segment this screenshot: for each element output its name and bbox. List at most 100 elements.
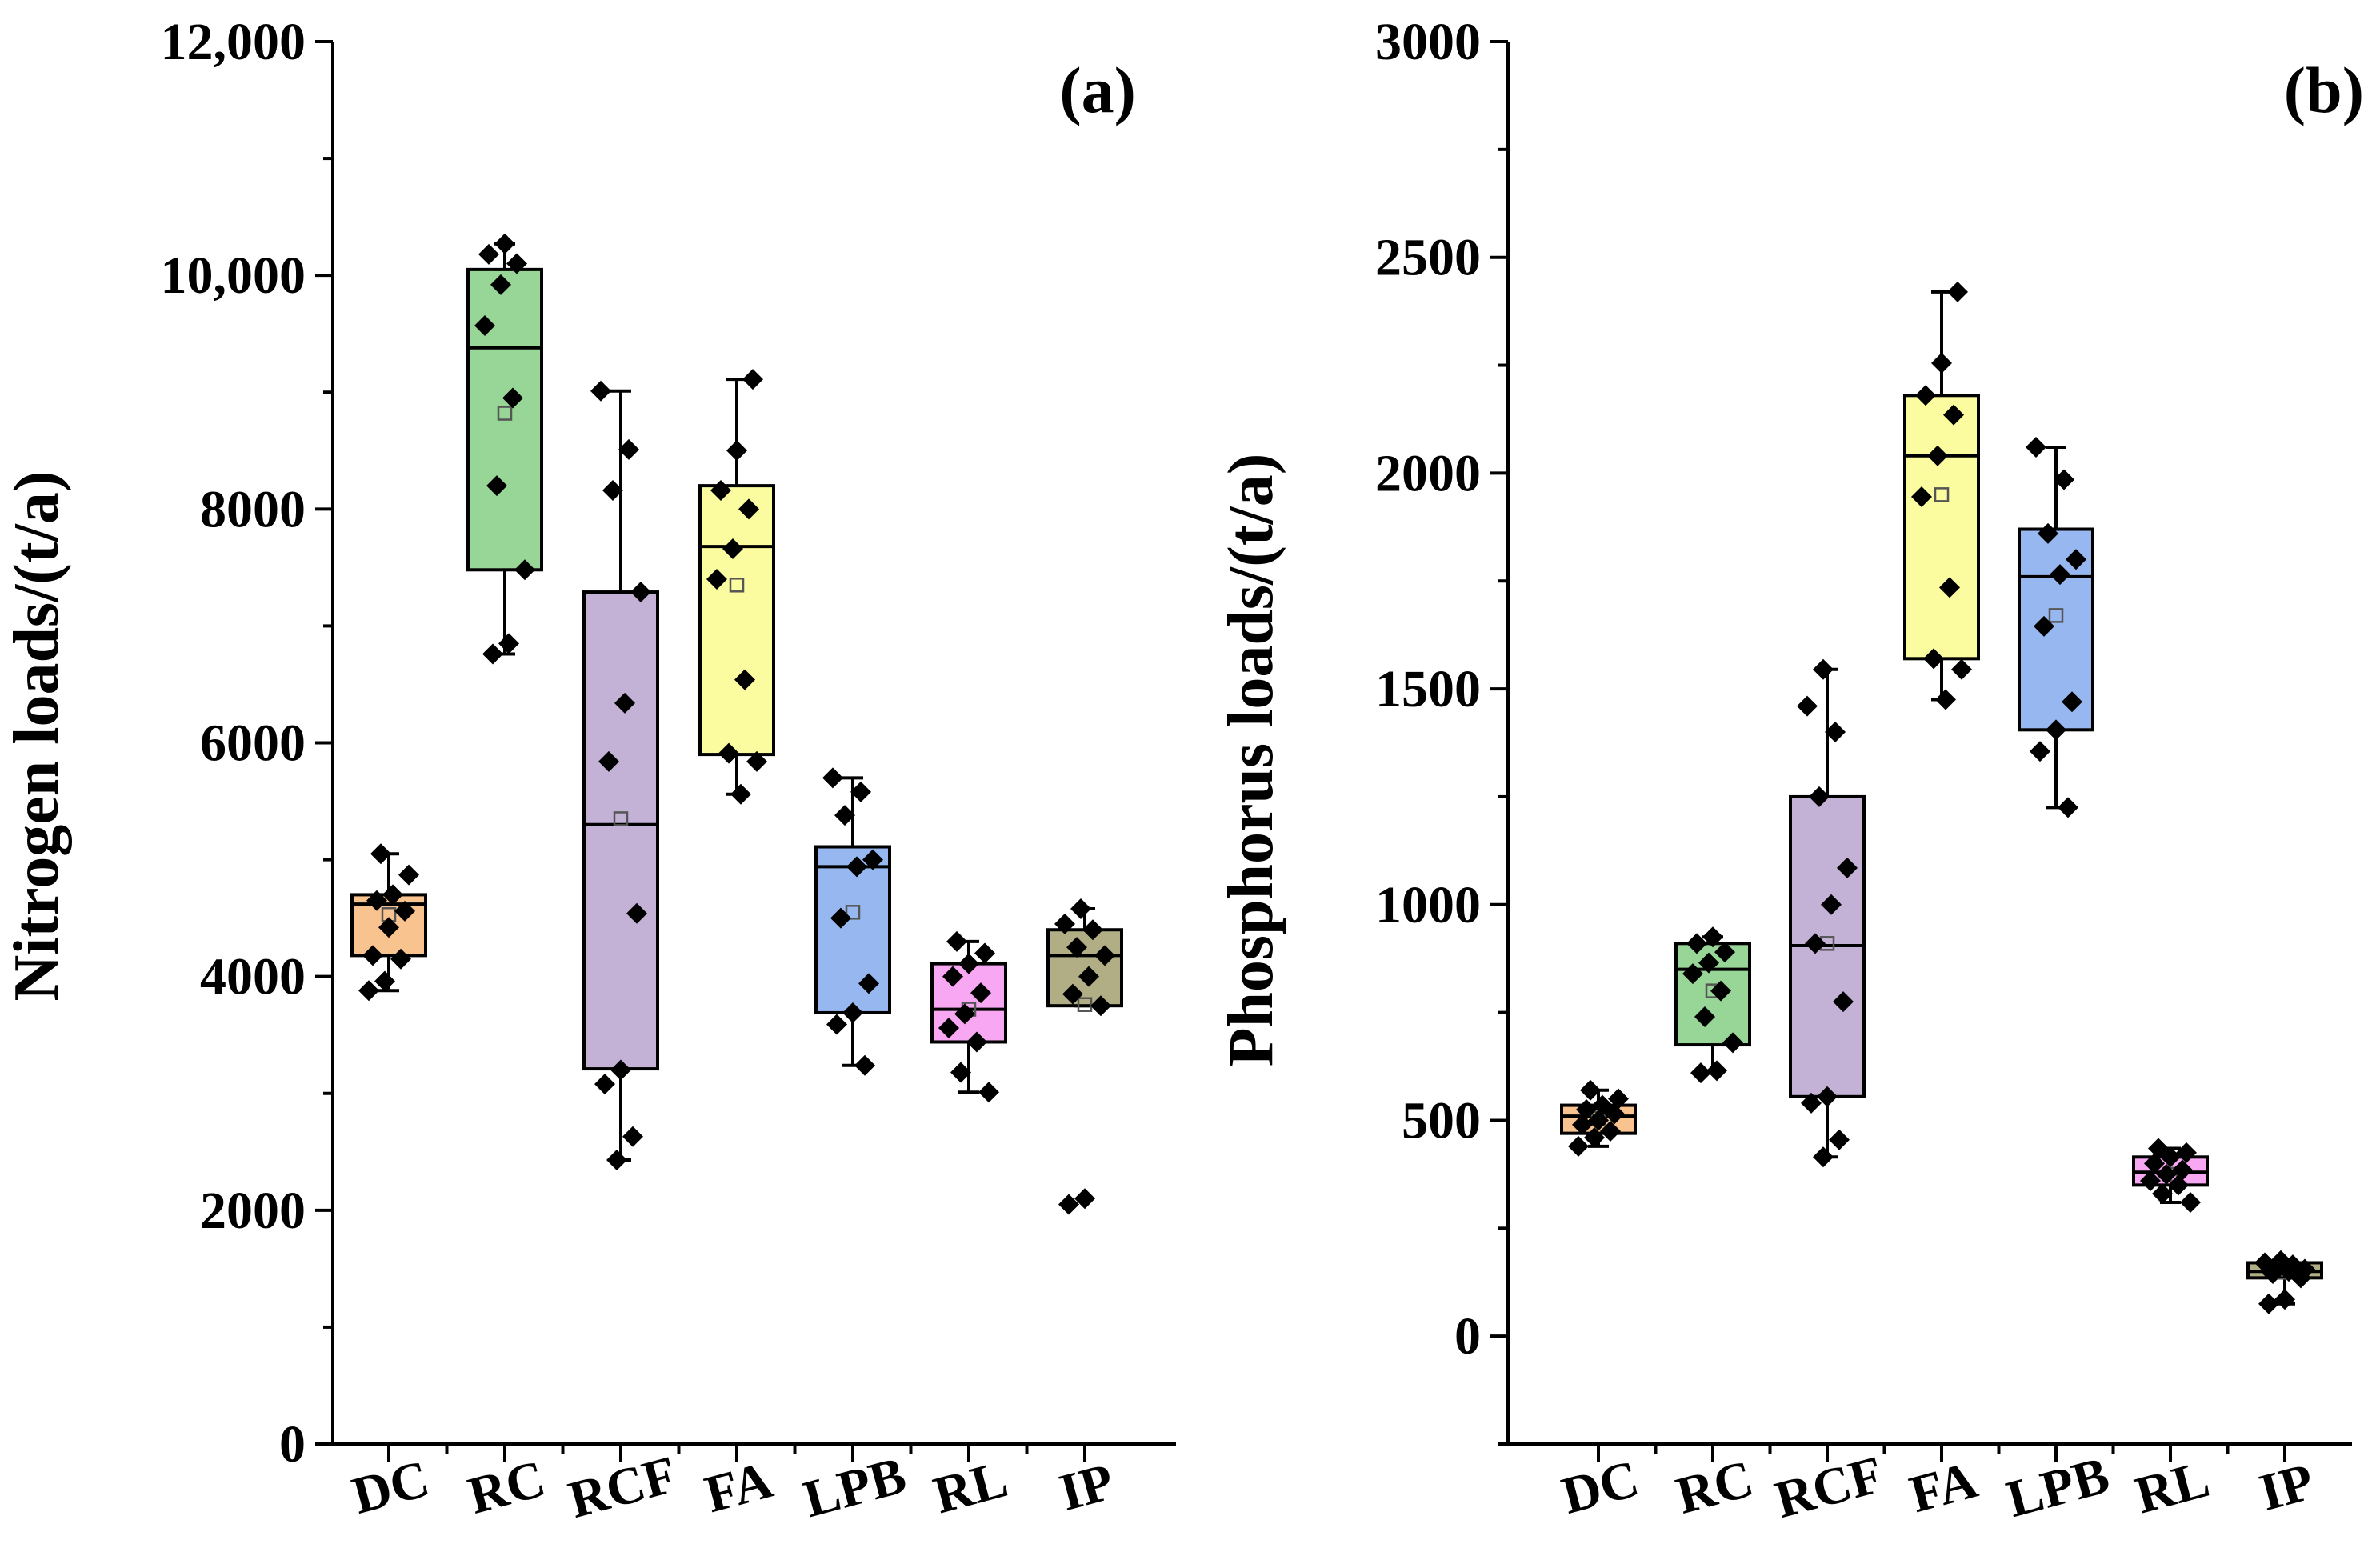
y-tick-label: 6000: [200, 714, 306, 773]
data-point: [2058, 797, 2078, 818]
y-tick-label: 1000: [1375, 876, 1481, 934]
data-point: [2050, 564, 2070, 586]
data-point: [390, 948, 411, 970]
data-point: [978, 1082, 999, 1103]
data-point: [742, 369, 763, 390]
data-point: [1078, 966, 1099, 987]
data-point: [942, 966, 963, 987]
data-point: [498, 633, 519, 654]
data-point: [1931, 352, 1952, 374]
y-tick-label: 4000: [200, 948, 306, 1006]
data-point: [1943, 404, 1964, 426]
data-point: [2140, 1170, 2161, 1191]
data-point: [946, 930, 967, 952]
nitrogen-panel: 0 2000 4000 6000 8000 10,000 12,000 Nitrogen lo…: [2, 13, 1176, 1530]
data-point: [626, 902, 647, 924]
data-point: [1797, 695, 1818, 717]
box-rl: RL: [928, 930, 1029, 1525]
data-point: [474, 314, 495, 336]
data-point: [1070, 898, 1091, 919]
box-rl: RL: [2130, 1138, 2230, 1525]
x-tick-label: RC: [1670, 1450, 1759, 1526]
box-fa: FA: [698, 369, 797, 1524]
data-point: [1608, 1088, 1629, 1110]
data-point: [2254, 1252, 2275, 1274]
x-tick-label: IP: [1054, 1452, 1120, 1522]
x-tick-label: RCF: [1769, 1445, 1889, 1530]
data-point: [970, 982, 991, 1004]
data-point: [1833, 991, 1854, 1013]
data-point: [1698, 952, 1719, 974]
data-point: [1801, 1092, 1822, 1114]
data-point: [1592, 1094, 1613, 1116]
data-point: [2258, 1293, 2279, 1314]
data-point: [382, 884, 403, 906]
y-axis-title: Phosphorus loads/(t/a): [1216, 454, 1286, 1067]
x-tick-label: DC: [346, 1450, 435, 1526]
data-point: [1066, 937, 1087, 958]
y-tick-label: 12,000: [161, 13, 306, 71]
box-fa: FA: [1903, 281, 2001, 1524]
data-point: [502, 387, 523, 409]
data-point: [2176, 1142, 2197, 1163]
phosphorus-panel: 0 500 1000 1500 2000 2500 3000 Phosphorus loads…: [1216, 13, 2364, 1530]
data-point: [2062, 691, 2082, 713]
x-tick-label: RL: [928, 1450, 1014, 1525]
box-lpb: LPB: [2001, 437, 2115, 1529]
iqr-box: [582, 590, 659, 1071]
data-point: [950, 1062, 971, 1083]
data-point: [2148, 1138, 2169, 1159]
data-point: [1722, 1032, 1743, 1054]
y-tick-label: 500: [1402, 1091, 1481, 1150]
y-tick-label: 2000: [1375, 444, 1481, 502]
data-point: [1094, 945, 1115, 966]
y-tick-label: 0: [1454, 1307, 1481, 1366]
data-point: [1935, 689, 1956, 710]
data-point: [490, 274, 511, 295]
panel-label: (b): [2284, 54, 2364, 126]
data-point: [374, 970, 395, 992]
data-point: [854, 1054, 875, 1076]
x-tick-label: LPB: [798, 1446, 912, 1529]
box-rcf: RCF: [1769, 658, 1889, 1530]
data-point: [598, 750, 619, 772]
data-point: [1702, 926, 1723, 948]
data-point: [2180, 1191, 2201, 1213]
data-point: [630, 582, 651, 603]
data-point: [1572, 1114, 1593, 1135]
y-tick-label: 8000: [200, 480, 306, 538]
data-point: [506, 253, 527, 274]
data-point: [2270, 1250, 2291, 1271]
x-tick-label: LPB: [2001, 1446, 2115, 1529]
data-point: [2066, 549, 2086, 570]
mean-marker: [1077, 997, 1093, 1012]
data-point: [718, 742, 739, 764]
data-point: [1927, 445, 1948, 466]
data-point: [1082, 919, 1103, 941]
data-point: [2030, 741, 2050, 762]
data-point: [734, 669, 755, 690]
data-point: [1054, 913, 1075, 934]
data-point: [2034, 615, 2054, 637]
y-tick-label: 10,000: [161, 246, 306, 305]
data-point: [1600, 1120, 1621, 1142]
data-point: [1813, 1146, 1834, 1168]
data-point: [2168, 1174, 2189, 1196]
data-point: [1805, 933, 1826, 954]
data-point: [1706, 1060, 1727, 1082]
data-point: [974, 942, 995, 964]
data-point: [1939, 577, 1960, 598]
mean-marker: [2048, 608, 2064, 623]
data-point: [1837, 857, 1858, 878]
data-point: [1710, 980, 1731, 1002]
data-point: [1825, 722, 1846, 743]
data-point: [746, 750, 767, 772]
data-point: [1951, 658, 1972, 680]
data-point: [1058, 1194, 1079, 1215]
data-point: [2152, 1183, 2173, 1205]
data-point: [938, 1017, 959, 1038]
data-point: [1588, 1110, 1609, 1131]
y-tick-label: 2000: [200, 1182, 306, 1240]
data-point: [846, 856, 867, 878]
